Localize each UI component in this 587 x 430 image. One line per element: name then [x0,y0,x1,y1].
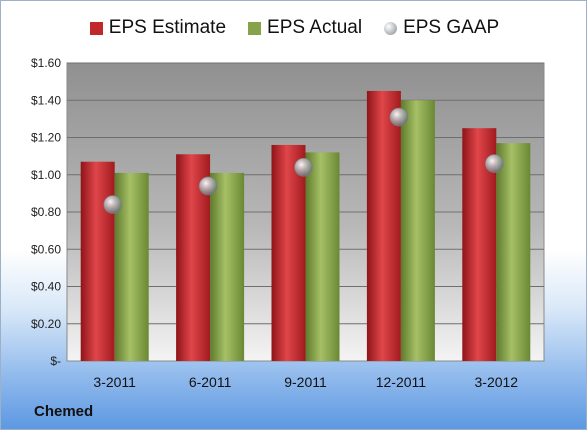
y-tick-label: $0.80 [31,205,61,219]
y-tick-label: $1.00 [31,168,61,182]
point-eps-gaap [198,176,218,196]
x-tick-label: 6-2011 [189,374,232,390]
bar-eps-actual [496,143,531,361]
legend-swatch-eps-gaap [384,21,398,35]
legend-label-eps-estimate: EPS Estimate [108,17,227,38]
point-eps-gaap [484,154,504,173]
legend: EPS Estimate EPS Actual EPS GAAP [1,17,586,39]
y-tick-label: $0.60 [31,242,61,256]
x-axis-ticks: 3-2011 6-2011 9-2011 12-2011 3-2012 [93,374,518,390]
bar-eps-actual [400,100,435,361]
x-tick-label: 12-2011 [376,374,427,390]
y-tick-label: $0.20 [31,317,61,331]
legend-item-eps-estimate: EPS Estimate [89,17,227,39]
bar-eps-estimate [366,90,401,361]
y-tick-label: $- [50,354,61,368]
legend-swatch-eps-estimate [89,21,103,35]
y-tick-label: $1.40 [31,93,61,107]
point-eps-gaap [389,107,409,127]
x-tick-label: 9-2011 [284,374,327,390]
bar-eps-actual [305,152,340,361]
y-axis-ticks: $- $0.20 $0.40 $0.60 $0.80 $1.00 $1.20 $1.40 $1.… [31,56,61,368]
bar-eps-estimate [80,161,115,361]
legend-item-eps-actual: EPS Actual [248,17,362,39]
legend-label-eps-gaap: EPS GAAP [403,17,500,38]
bar-eps-actual [210,172,245,361]
point-eps-gaap [294,158,313,177]
legend-item-eps-gaap: EPS GAAP [384,17,499,39]
x-tick-label: 3-2012 [475,374,519,390]
bars [80,90,531,361]
company-label: Chemed [34,403,94,420]
legend-swatch-eps-actual [248,21,262,35]
point-eps-gaap [103,195,122,214]
x-tick-label: 3-2011 [93,374,136,390]
gaap-points [103,107,504,214]
bar-eps-estimate [271,144,306,361]
y-tick-label: $1.60 [31,56,61,70]
y-tick-label: $1.20 [31,131,61,145]
y-tick-label: $0.40 [31,280,61,294]
legend-label-eps-actual: EPS Actual [267,17,363,38]
